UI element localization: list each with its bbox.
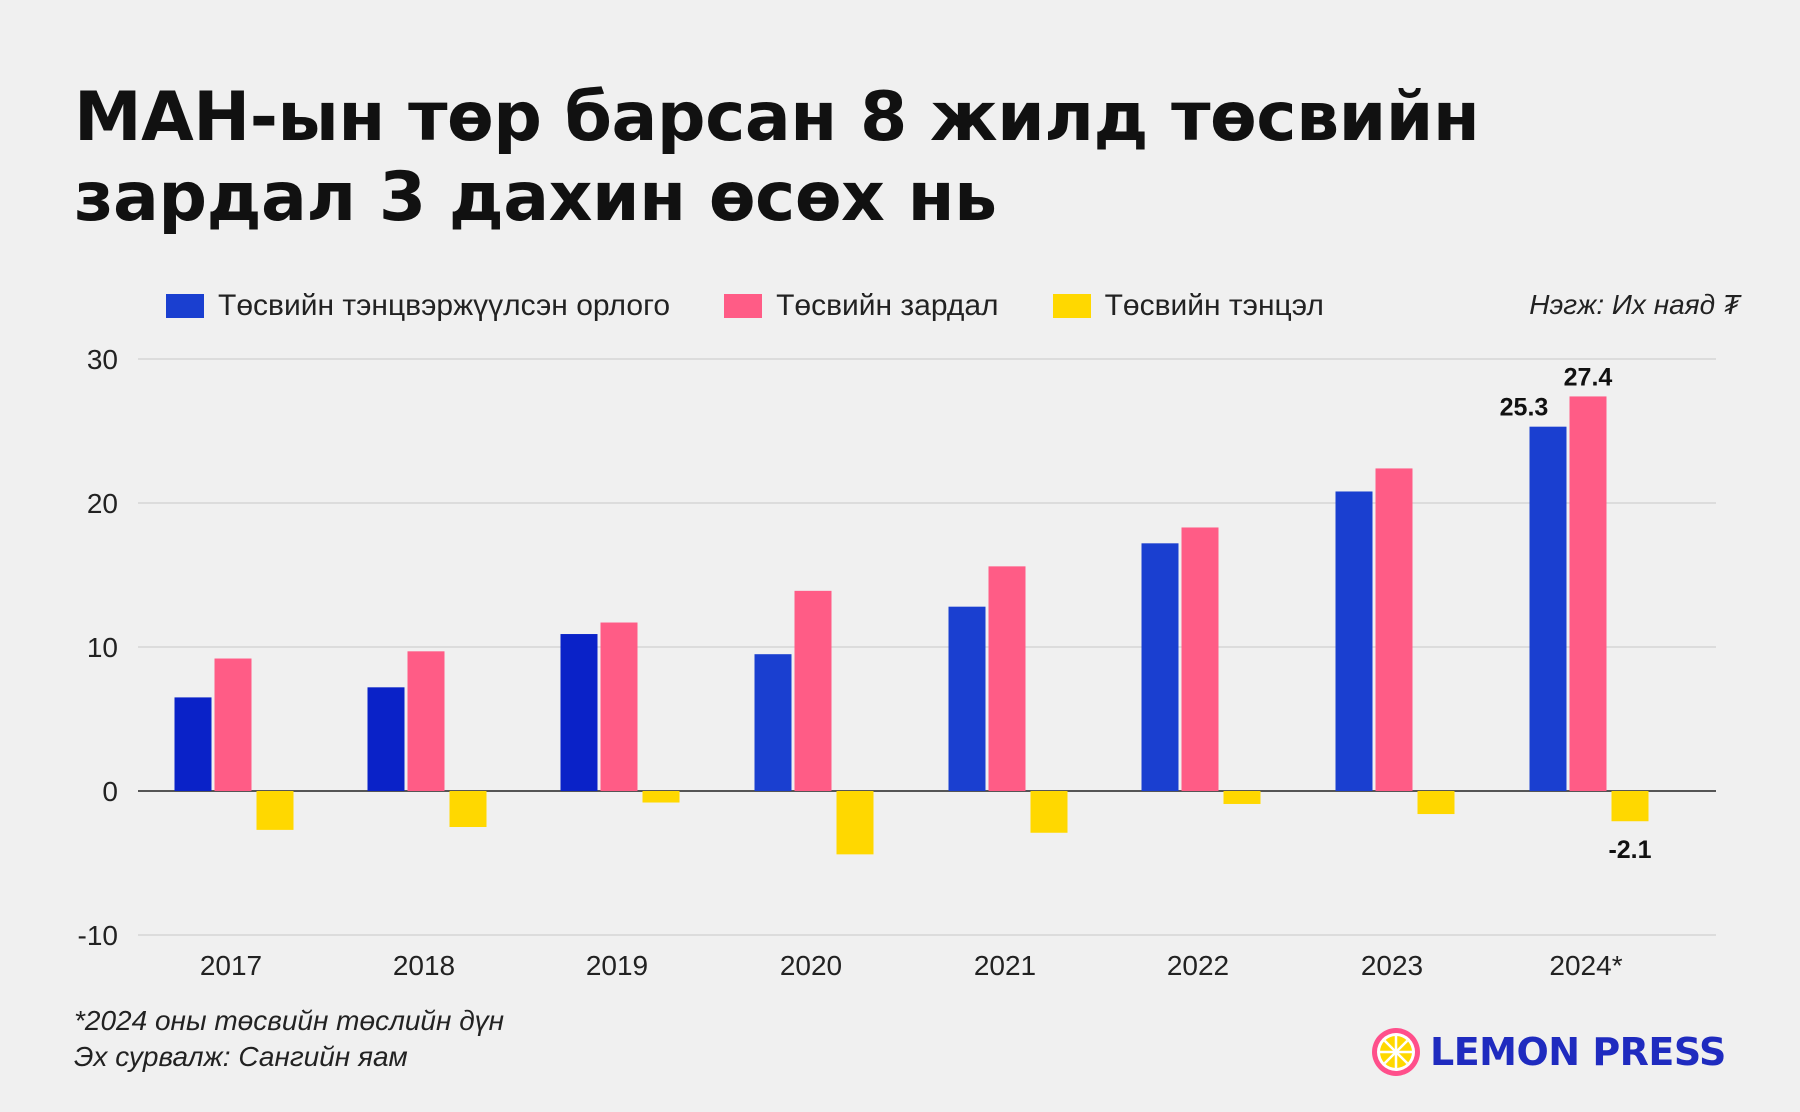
bar-revenue-2018 <box>367 687 405 791</box>
footnote-text: *2024 оны төсвийн төслийн дүн <box>74 1005 505 1036</box>
x-tick-label: 2022 <box>1167 950 1229 981</box>
bar-balance-2021 <box>1030 791 1068 833</box>
bar-expense-2018 <box>407 651 445 791</box>
bar-expense-2017 <box>214 658 252 791</box>
bar-balance-2022 <box>1223 791 1261 804</box>
data-label: 27.4 <box>1564 363 1613 391</box>
data-label: 25.3 <box>1500 394 1549 422</box>
y-tick-label: -10 <box>78 920 118 951</box>
bar-expense-2021 <box>988 566 1026 791</box>
lemon-press-logo: LEMON PRESS <box>1370 1022 1726 1082</box>
legend-item-revenue: Төсвийн тэнцвэржүүлсэн орлого <box>166 289 670 323</box>
legend-swatch-balance <box>1052 294 1091 318</box>
footnote-block: *2024 оны төсвийн төслийн дүн Эх сурвалж… <box>74 1003 504 1075</box>
x-tick-label: 2023 <box>1361 950 1423 981</box>
chart-title: МАН-ын төр барсан 8 жилд төсвийн зардал … <box>74 78 1674 238</box>
unit-label: Нэгж: Их наяд ₮ <box>1529 289 1740 320</box>
x-tick-label: 2020 <box>780 950 842 981</box>
x-tick-label: 2019 <box>586 950 648 981</box>
bar-expense-2020 <box>794 590 832 791</box>
title-line-1: МАН-ын төр барсан 8 жилд төсвийн <box>74 78 1480 157</box>
x-tick-label: 2021 <box>974 950 1036 981</box>
bar-revenue-2020 <box>754 654 792 791</box>
y-tick-label: 30 <box>87 344 118 375</box>
x-tick-label: 2024* <box>1549 950 1622 981</box>
bar-revenue-2021 <box>948 606 986 791</box>
legend-label-expense: Төсвийн зардал <box>776 289 999 322</box>
legend: Төсвийн тэнцвэржүүлсэн орлого Төсвийн за… <box>166 286 1378 326</box>
y-tick-label: 0 <box>102 776 118 807</box>
legend-swatch-revenue <box>166 294 204 318</box>
bar-expense-2022 <box>1181 527 1219 791</box>
lemon-slice-icon <box>1372 1028 1420 1076</box>
bar-balance-2020 <box>836 791 874 855</box>
legend-label-balance: Төсвийн тэнцэл <box>1104 289 1324 322</box>
data-label: -2.1 <box>1608 836 1651 864</box>
bar-balance-2023 <box>1417 791 1455 815</box>
bar-revenue-2022 <box>1141 543 1179 791</box>
bar-balance-2017 <box>256 791 294 830</box>
source-text: Эх сурвалж: Сангийн яам <box>74 1041 408 1072</box>
logo-text: LEMON PRESS <box>1430 1030 1726 1074</box>
bar-expense-2024 <box>1569 396 1607 791</box>
bar-revenue-2024 <box>1529 426 1567 791</box>
legend-swatch-expense <box>724 294 763 318</box>
y-tick-label: 20 <box>87 488 118 519</box>
bar-expense-2019 <box>600 622 638 791</box>
bar-chart: 30 20 10 0 -10 2017 2018 2019 2020 2021 2022 2023 20… <box>78 344 1716 981</box>
x-tick-label: 2017 <box>200 950 262 981</box>
bar-balance-2019 <box>642 791 680 803</box>
legend-item-balance: Төсвийн тэнцэл <box>1052 289 1324 323</box>
title-line-2: зардал 3 дахин өсөх нь <box>74 158 997 237</box>
bar-balance-2024 <box>1611 791 1649 822</box>
y-tick-label: 10 <box>87 632 118 663</box>
bar-expense-2023 <box>1375 468 1413 791</box>
bar-revenue-2017 <box>174 697 212 791</box>
bar-revenue-2019 <box>560 634 598 791</box>
legend-label-revenue: Төсвийн тэнцвэржүүлсэн орлого <box>218 289 671 322</box>
bar-balance-2018 <box>449 791 487 827</box>
x-tick-label: 2018 <box>393 950 455 981</box>
bar-revenue-2023 <box>1335 491 1373 791</box>
legend-item-expense: Төсвийн зардал <box>724 289 999 323</box>
